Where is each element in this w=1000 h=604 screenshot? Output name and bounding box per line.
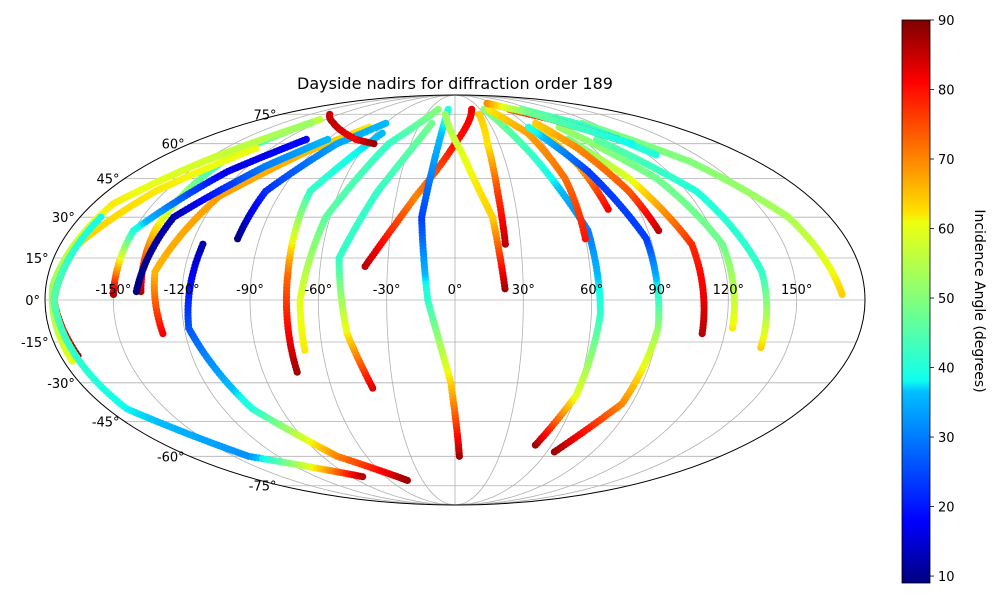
data-points — [48, 99, 846, 484]
data-point — [324, 135, 332, 143]
latitude-tick-label: -60° — [157, 450, 185, 465]
colorbar: 10 20 30 40 50 60 70 80 90 Incidence Angle (degr… — [901, 14, 987, 585]
data-point — [403, 476, 411, 484]
data-point — [593, 135, 601, 143]
latitude-tick-label: 60° — [162, 138, 185, 153]
colorbar-ticks: 10 20 30 40 50 60 70 80 90 — [930, 14, 955, 585]
longitude-tick-label: 30° — [512, 283, 535, 298]
longitude-tick-label: -150° — [95, 283, 131, 298]
data-point — [532, 119, 540, 127]
longitude-tick-label: -120° — [164, 283, 200, 298]
colorbar-tick-label: 20 — [938, 501, 955, 516]
longitude-tick-label: 90° — [648, 283, 671, 298]
longitude-tick-label: -60° — [304, 283, 332, 298]
colorbar-tick-label: 80 — [938, 84, 955, 99]
data-point — [441, 110, 449, 118]
colorbar-tick-label: 10 — [938, 570, 955, 585]
colorbar-tick-label: 90 — [938, 14, 955, 29]
longitude-tick-label: -90° — [236, 283, 264, 298]
colorbar-label: Incidence Angle (degrees) — [971, 209, 987, 392]
latitude-tick-label: 0° — [25, 294, 40, 309]
data-point — [307, 119, 315, 127]
data-point — [370, 140, 378, 148]
chart-title: Dayside nadirs for diffraction order 189 — [297, 74, 613, 93]
data-point — [468, 105, 476, 113]
data-point — [359, 473, 367, 481]
longitude-tick-label: 0° — [448, 283, 463, 298]
colorbar-tick-label: 30 — [938, 431, 955, 446]
data-point — [428, 119, 436, 127]
latitude-tick-labels: -75° -60° -45° -30° -15° 0° 15° 30° 45° 60° 75° — [21, 108, 277, 494]
map-boundary — [44, 94, 866, 506]
latitude-tick-label: -45° — [92, 415, 120, 430]
colorbar-tick-label: 60 — [938, 223, 955, 238]
longitude-tick-label: 120° — [713, 283, 744, 298]
data-point — [475, 110, 483, 118]
colorbar-gradient — [901, 19, 931, 584]
data-point — [316, 116, 324, 124]
data-point — [382, 119, 390, 127]
colorbar-tick-label: 70 — [938, 153, 955, 168]
latitude-tick-label: 30° — [52, 211, 75, 226]
colorbar-tick-label: 50 — [938, 292, 955, 307]
longitude-tick-label: 150° — [781, 283, 812, 298]
data-point — [524, 123, 533, 131]
colorbar-tick-label: 40 — [938, 362, 955, 377]
data-point — [484, 105, 492, 113]
data-point — [434, 105, 442, 113]
data-point — [252, 144, 260, 152]
data-point — [302, 135, 310, 143]
latitude-tick-label: -30° — [47, 377, 75, 392]
latitude-tick-label: 75° — [253, 108, 276, 123]
data-point — [378, 129, 386, 137]
longitude-tick-label: 60° — [580, 283, 603, 298]
latitude-tick-label: 45° — [97, 173, 120, 188]
longitude-tick-labels: -150° -120° -90° -60° -30° 0° 30° 60° 90° 120° 150… — [95, 283, 812, 298]
latitude-tick-label: -75° — [249, 480, 277, 495]
latitude-tick-label: 15° — [26, 252, 49, 267]
latitude-tick-label: -15° — [21, 336, 49, 351]
data-point — [628, 140, 636, 148]
longitude-tick-label: -30° — [373, 283, 401, 298]
